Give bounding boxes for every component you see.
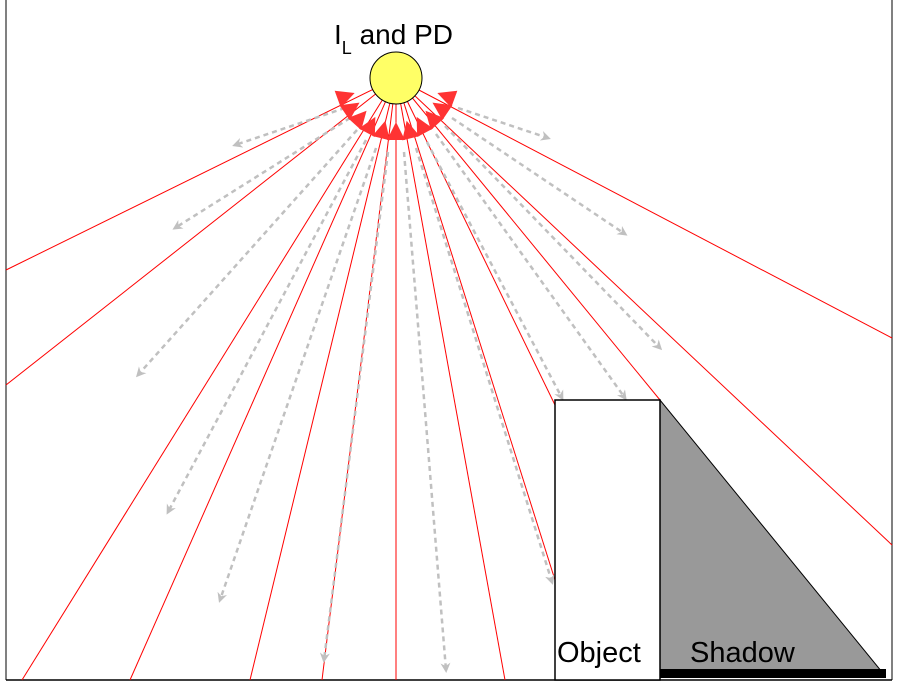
emission-arrowhead: [425, 110, 445, 131]
reflected-ray: [444, 125, 663, 351]
reflected-ray: [217, 147, 378, 603]
reflected-ray: [136, 129, 358, 378]
object-label: Object: [557, 637, 641, 669]
reflected-ray: [232, 106, 346, 148]
light-ray: [129, 77, 397, 681]
reflected-ray: [166, 139, 368, 515]
light-ray: [395, 77, 556, 581]
light-ray: [395, 77, 893, 546]
emission-arrowhead: [347, 110, 367, 131]
shadow-base-bar: [660, 669, 886, 678]
reflected-ray: [451, 116, 628, 236]
emission-arrowhead: [339, 102, 360, 121]
light-ray: [395, 77, 506, 681]
light-ray: [395, 77, 893, 339]
emission-arrowhead: [387, 122, 405, 140]
emission-arrowhead: [416, 116, 434, 137]
reflected-ray: [425, 141, 564, 401]
source-label-subscript: L: [342, 38, 352, 58]
light-ray: [21, 77, 397, 681]
emission-arrowhead: [372, 120, 390, 141]
light-ray: [5, 77, 397, 271]
light-ray: [249, 77, 397, 681]
reflected-ray: [319, 151, 390, 663]
emission-arrowhead: [334, 90, 355, 108]
emission-arrowhead: [358, 116, 376, 137]
light-source-circle: [369, 51, 423, 105]
reflected-rays-group: [136, 106, 663, 673]
source-label-rest: and PD: [352, 19, 453, 50]
emission-arrowheads-group: [334, 90, 458, 141]
object-block: [554, 399, 661, 681]
reflected-ray: [172, 116, 351, 230]
source-label-main: I: [334, 19, 342, 50]
emission-arrowhead: [432, 102, 453, 121]
shadow-label: Shadow: [690, 637, 796, 669]
reflected-ray: [434, 133, 627, 401]
emission-arrowhead: [402, 120, 420, 141]
reflected-ray: [414, 147, 555, 585]
light-ray: [395, 77, 661, 401]
source-label: IL and PD: [334, 19, 453, 58]
reflected-ray: [457, 106, 551, 141]
reflected-ray: [402, 151, 451, 673]
emission-arrowhead: [437, 90, 458, 108]
